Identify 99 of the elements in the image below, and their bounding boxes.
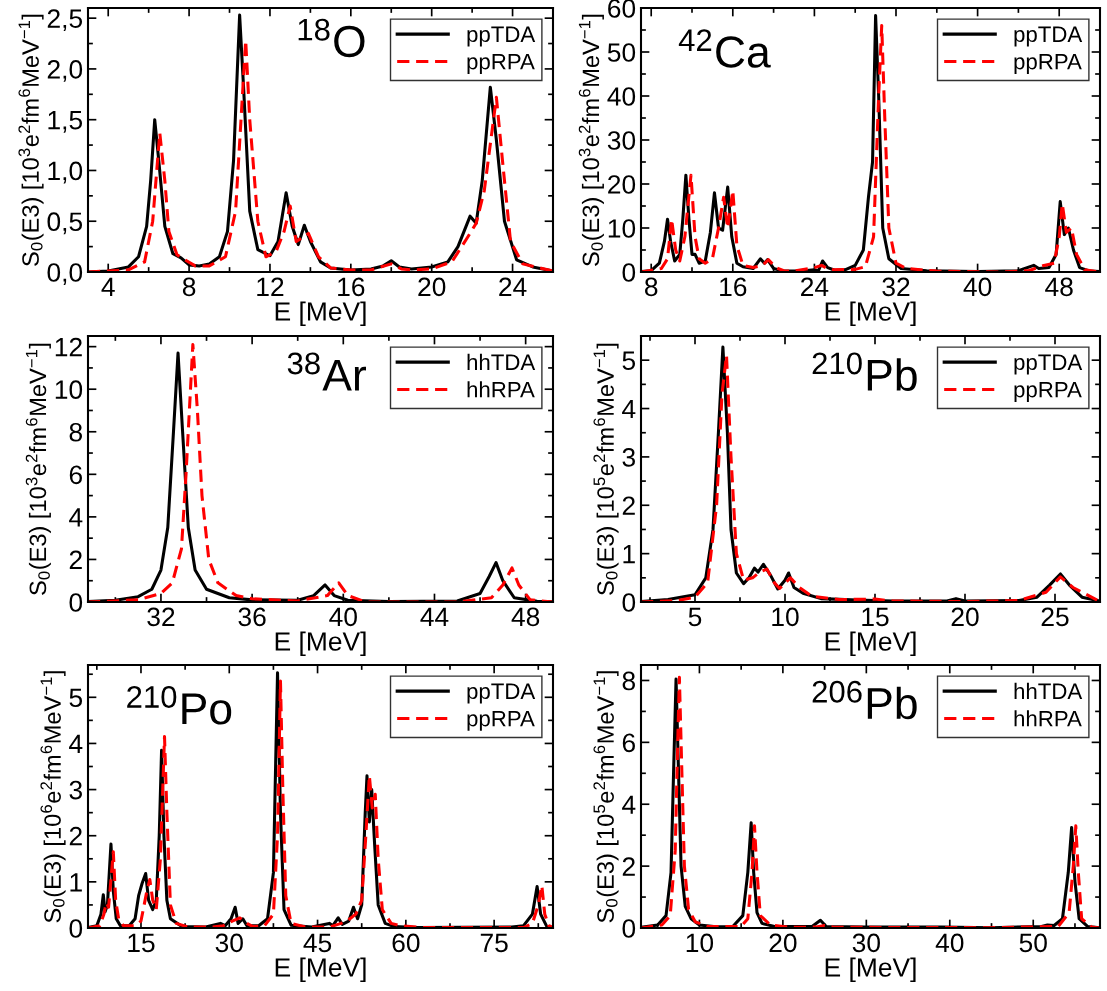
y-tick-label: 10 xyxy=(55,380,83,400)
y-tick-label: 2 xyxy=(622,857,635,876)
legend-label: hhRPA xyxy=(1014,710,1082,727)
legend-label: ppTDA xyxy=(467,683,536,704)
x-tick-label: 5 xyxy=(688,607,702,627)
x-tick-label: 30 xyxy=(852,933,880,953)
x-tick-label: 4 xyxy=(101,277,115,296)
x-tick-label: 75 xyxy=(480,933,508,953)
legend-label: ppRPA xyxy=(1014,381,1082,402)
y-tick-label: 0 xyxy=(622,263,636,282)
annotation: $^{38}$Ar xyxy=(287,352,367,391)
legend-label: ppRPA xyxy=(1014,53,1082,74)
y-tick-label: 2 xyxy=(69,550,82,569)
y-tick-label: 2 xyxy=(69,826,82,846)
y-tick-label: 0 xyxy=(622,919,636,938)
x-tick-label: 24 xyxy=(801,277,829,296)
text: S$_{0}$(E3) [10$^{3}$e$^{2}$fm$^{6}$MeV$^{−1}$] xyxy=(578,14,604,266)
text: S$_{0}$(E3) [10$^{5}$e$^{2}$fm$^{6}$MeV$^{−1}$] xyxy=(593,671,619,923)
y-tick-label: 8 xyxy=(69,422,82,442)
y-tick-label: 2,0 xyxy=(47,60,83,82)
y-tick-label: 60 xyxy=(608,0,636,18)
x-axis-title: E [MeV] xyxy=(275,957,366,983)
x-axis-title: E [MeV] xyxy=(825,631,916,657)
x-axis-title: E [MeV] xyxy=(275,631,366,657)
y-tick-label: 30 xyxy=(607,131,636,150)
y-tick-label: 4 xyxy=(622,795,636,814)
x-tick-label: 15 xyxy=(128,933,155,953)
x-tick-label: 12 xyxy=(257,277,284,296)
y-tick-label: 0 xyxy=(69,919,83,938)
text: S$_{0}$(E3) [10$^{3}$e$^{2}$fm$^{6}$MeV$^{−1}$] xyxy=(25,343,51,595)
text: S$_{0}$(E3) [10$^{6}$e$^{2}$fm$^{6}$MeV$^{−1}$] xyxy=(40,671,66,923)
y-tick-label: 6 xyxy=(622,733,635,753)
x-tick-label: 40 xyxy=(963,277,992,297)
x-tick-label: 15 xyxy=(862,607,889,627)
x-tick-label: 32 xyxy=(882,277,910,297)
y-tick-label: 5 xyxy=(622,351,636,370)
y-tick-label: 50 xyxy=(607,43,636,62)
x-tick-label: 32 xyxy=(147,607,175,627)
x-tick-label: 44 xyxy=(420,607,449,626)
x-tick-label: 10 xyxy=(686,933,714,953)
x-tick-label: 50 xyxy=(1019,933,1047,953)
y-tick-label: 4 xyxy=(622,399,636,419)
annotation: $^{210}$Po xyxy=(127,685,232,725)
y-tick-label: 2 xyxy=(622,496,635,515)
x-tick-label: 25 xyxy=(1041,607,1069,627)
y-tick-label: 4 xyxy=(69,734,83,753)
y-tick-label: 0,0 xyxy=(47,263,83,285)
y-tick-label: 1 xyxy=(70,873,82,892)
x-tick-label: 48 xyxy=(511,607,540,627)
x-tick-label: 10 xyxy=(772,607,799,627)
x-tick-label: 30 xyxy=(215,933,243,953)
x-tick-label: 48 xyxy=(1045,277,1073,297)
x-tick-label: 16 xyxy=(720,277,747,297)
legend-label: ppTDA xyxy=(467,26,536,47)
annotation: $^{18}$O xyxy=(298,18,365,58)
y-tick-label: 3 xyxy=(69,780,82,800)
y-tick-label: 20 xyxy=(608,175,636,194)
text: S$_{0}$(E3) [10$^{5}$e$^{2}$fm$^{6}$MeV$^{−1}$] xyxy=(593,343,619,595)
x-tick-label: 8 xyxy=(182,277,196,297)
x-axis-title: E [MeV] xyxy=(825,957,916,983)
x-axis-title: E [MeV] xyxy=(275,301,366,327)
y-tick-label: 4 xyxy=(69,508,83,527)
y-tick-label: 0 xyxy=(622,593,636,612)
y-tick-label: 2,5 xyxy=(47,9,83,32)
x-tick-label: 20 xyxy=(418,277,446,297)
text: S$_{0}$(E3) [10$^{3}$e$^{2}$fm$^{6}$MeV$^{−1}$] xyxy=(18,14,44,266)
x-tick-label: 36 xyxy=(238,607,266,627)
y-tick-label: 6 xyxy=(69,465,82,485)
legend-label: hhTDA xyxy=(467,353,536,370)
y-tick-label: 8 xyxy=(622,671,635,691)
x-tick-label: 40 xyxy=(935,933,964,953)
y-tick-label: 0,5 xyxy=(47,212,83,235)
y-tick-label: 0 xyxy=(69,593,83,612)
legend-label: hhRPA xyxy=(467,381,535,398)
x-tick-label: 20 xyxy=(951,607,979,627)
legend-label: ppTDA xyxy=(1014,354,1083,375)
x-tick-label: 60 xyxy=(392,933,420,953)
legend-label: ppRPA xyxy=(467,710,535,731)
x-tick-label: 40 xyxy=(329,607,357,627)
legend-label: ppRPA xyxy=(467,53,535,74)
y-tick-label: 1,5 xyxy=(48,111,83,133)
legend-label: ppTDA xyxy=(1014,26,1083,47)
y-tick-label: 1 xyxy=(623,545,635,564)
y-tick-label: 10 xyxy=(608,219,636,238)
y-tick-label: 12 xyxy=(55,337,82,357)
x-tick-label: 24 xyxy=(499,277,527,296)
annotation: $^{210}$Pb xyxy=(812,352,917,391)
legend-label: hhTDA xyxy=(1014,682,1083,699)
x-tick-label: 16 xyxy=(338,277,365,297)
y-tick-label: 40 xyxy=(607,87,636,106)
x-tick-label: 8 xyxy=(645,277,658,297)
annotation: $^{206}$Pb xyxy=(812,680,917,720)
y-tick-label: 5 xyxy=(69,688,83,708)
x-axis-title: E [MeV] xyxy=(825,301,916,327)
y-tick-label: 3 xyxy=(622,448,635,467)
y-tick-label: 1,0 xyxy=(48,161,83,184)
x-tick-label: 20 xyxy=(769,933,797,953)
annotation: $^{42}$Ca xyxy=(678,29,771,68)
x-tick-label: 45 xyxy=(303,933,332,953)
